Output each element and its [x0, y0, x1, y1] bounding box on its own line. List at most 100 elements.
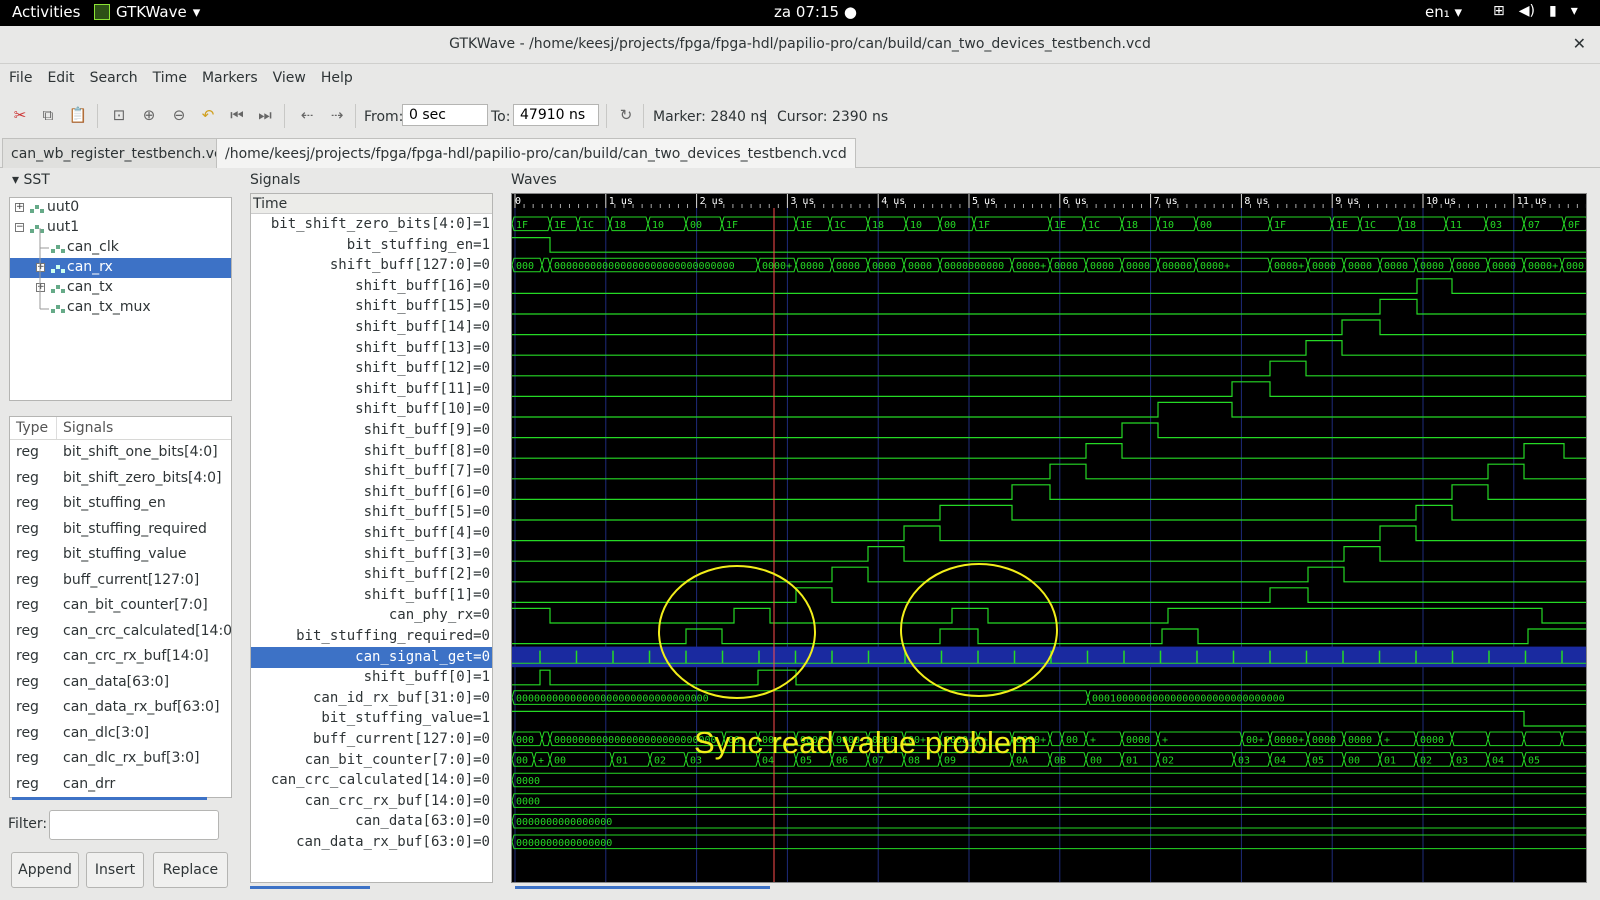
table-header: Type Signals [10, 417, 231, 440]
waveform-canvas[interactable]: 0 1 us 2 us 3 us 4 us 5 us 6 us 7 us 8 us 9 us 10 … [512, 194, 1587, 883]
signal-row[interactable]: shift_buff[5]=0 [363, 504, 490, 521]
table-row[interactable]: reg buff_current[127:0] [10, 568, 231, 593]
menu-file[interactable]: File [9, 70, 33, 86]
insert-button[interactable]: Insert [86, 852, 144, 888]
previous-edge-icon[interactable]: ⇠ [300, 106, 314, 124]
menu-markers[interactable]: Markers [201, 70, 258, 86]
signal-row[interactable]: bit_stuffing_value=1 [321, 710, 490, 727]
reload-icon[interactable]: ↻ [619, 106, 633, 124]
signal-row[interactable]: shift_buff[6]=0 [363, 483, 490, 500]
waves-scrollbar[interactable] [515, 886, 770, 889]
signal-row[interactable]: buff_current[127:0]=0 [312, 731, 490, 747]
signal-row[interactable]: shift_buff[3]=0 [363, 545, 490, 562]
table-row[interactable]: reg bit_stuffing_value [10, 542, 231, 567]
signal-row[interactable]: bit_shift_zero_bits[4:0]=1 [270, 216, 490, 232]
tree-item-uut1[interactable]: − uut1 [10, 218, 231, 238]
signal-row[interactable]: shift_buff[11]=0 [355, 380, 490, 397]
system-menu[interactable]: ⊞ ◀) ▮ ▾ [1493, 3, 1578, 19]
buff-current-wave-value: 0000 [1126, 735, 1150, 746]
tree-item-can-tx-mux[interactable]: can_tx_mux [10, 298, 231, 318]
tree-item-uut0[interactable]: + uut0 [10, 198, 231, 218]
column-header-signals[interactable]: Signals [63, 420, 114, 436]
signal-name: bit_shift_one_bits[4:0] [63, 444, 218, 460]
collapse-icon[interactable]: − [15, 222, 24, 232]
signals-scrollbar[interactable] [250, 886, 370, 889]
zoom-end-icon[interactable]: ⏭ [258, 106, 272, 124]
signal-row[interactable]: can_phy_rx=0 [388, 607, 490, 624]
signal-row[interactable]: bit_stuffing_en=1 [346, 236, 490, 253]
table-row[interactable]: reg can_drr [10, 772, 231, 797]
signal-row[interactable]: shift_buff[10]=0 [355, 401, 490, 418]
sst-header[interactable]: ▾ SST [12, 172, 50, 188]
app-menu[interactable]: GTKWave ▾ [94, 3, 200, 21]
waveform-viewer[interactable]: 0 1 us 2 us 3 us 4 us 5 us 6 us 7 us 8 us 9 us 10 … [511, 193, 1587, 883]
signal-row[interactable]: shift_buff[2]=0 [363, 566, 490, 583]
signal-row[interactable]: can_data[63:0]=0 [355, 813, 490, 830]
table-row[interactable]: reg bit_shift_one_bits[4:0] [10, 440, 231, 465]
table-row[interactable]: reg can_bit_counter[7:0] [10, 593, 231, 618]
table-row[interactable]: reg can_crc_calculated[14:0] [10, 619, 231, 644]
table-row[interactable]: reg can_crc_rx_buf[14:0] [10, 644, 231, 669]
table-row[interactable]: reg bit_stuffing_en [10, 491, 231, 516]
signal-row[interactable]: shift_buff[1]=0 [363, 586, 490, 603]
tree-item-can-clk[interactable]: can_clk [10, 238, 231, 258]
table-row[interactable]: reg bit_shift_zero_bits[4:0] [10, 466, 231, 491]
signal-row[interactable]: shift_buff[8]=0 [363, 442, 490, 459]
menu-search[interactable]: Search [89, 70, 138, 86]
signal-row[interactable]: shift_buff[16]=0 [355, 277, 490, 294]
signal-row[interactable]: shift_buff[9]=0 [363, 422, 490, 438]
signal-row[interactable]: shift_buff[4]=0 [363, 525, 490, 541]
signal-row[interactable]: shift_buff[7]=0 [363, 463, 490, 480]
table-row[interactable]: reg bit_stuffing_required [10, 517, 231, 542]
table-row[interactable]: reg can_data[63:0] [10, 670, 231, 695]
filter-input[interactable] [49, 810, 219, 840]
paste-icon[interactable]: 📋 [68, 106, 88, 124]
tab-can-two-devices[interactable]: /home/keesj/projects/fpga/fpga-hdl/papil… [216, 138, 856, 168]
replace-button[interactable]: Replace [153, 852, 228, 888]
copy-icon[interactable]: ⧉ [42, 106, 54, 124]
zoom-in-icon[interactable]: ⊕ [142, 106, 156, 124]
signal-row[interactable]: shift_buff[13]=0 [355, 339, 490, 356]
shift-buff-0-wave [512, 669, 1586, 686]
zoom-start-icon[interactable]: ⏮ [230, 106, 244, 124]
from-input[interactable] [402, 104, 488, 126]
table-scrollbar[interactable] [12, 797, 207, 800]
signal-row[interactable]: can_signal_get=0 [251, 646, 492, 668]
buff-current-wave-value: 0000 [1312, 735, 1336, 746]
to-input[interactable] [513, 104, 599, 126]
next-edge-icon[interactable]: ⇢ [330, 106, 344, 124]
signal-row[interactable]: can_crc_calculated[14:0]=0 [270, 772, 490, 789]
undo-zoom-icon[interactable]: ↶ [201, 106, 215, 124]
signal-row[interactable]: shift_buff[14]=0 [355, 319, 490, 335]
tab-can-wb-register[interactable]: can_wb_register_testbench.vcd [2, 138, 240, 168]
signal-row[interactable]: can_data_rx_buf[63:0]=0 [296, 834, 490, 850]
menu-edit[interactable]: Edit [47, 70, 75, 86]
menu-view[interactable]: View [272, 70, 306, 86]
signal-row[interactable]: can_id_rx_buf[31:0]=0 [312, 689, 490, 706]
menu-help[interactable]: Help [320, 70, 353, 86]
signal-row[interactable]: shift_buff[12]=0 [355, 360, 490, 377]
expand-icon[interactable]: + [15, 202, 24, 212]
zoom-out-icon[interactable]: ⊖ [172, 106, 186, 124]
table-row[interactable]: reg can_dlc_rx_buf[3:0] [10, 746, 231, 771]
keyboard-layout[interactable]: en₁ ▾ [1425, 3, 1462, 21]
bit-shift-zero-bits-wave-segment [1359, 216, 1401, 232]
table-row[interactable]: reg can_dlc[3:0] [10, 721, 231, 746]
signal-row[interactable]: shift_buff[0]=1 [363, 669, 490, 686]
menu-time[interactable]: Time [152, 70, 187, 86]
table-row[interactable]: reg can_data_rx_buf[63:0] [10, 695, 231, 720]
buff-current-wave-segment [1085, 731, 1123, 747]
signal-row[interactable]: shift_buff[15]=0 [355, 298, 490, 315]
signal-row[interactable]: can_crc_rx_buf[14:0]=0 [304, 792, 490, 809]
clock[interactable]: za 07:15 ● [774, 3, 857, 21]
signal-row[interactable]: bit_stuffing_required=0 [296, 628, 490, 644]
append-button[interactable]: Append [11, 852, 79, 888]
column-header-type[interactable]: Type [16, 420, 49, 436]
activities-button[interactable]: Activities [12, 3, 81, 21]
close-icon[interactable]: ✕ [1572, 34, 1586, 53]
column-divider [56, 417, 57, 439]
signal-row[interactable]: can_bit_counter[7:0]=0 [304, 751, 490, 768]
cut-icon[interactable]: ✂ [13, 106, 27, 124]
zoom-fit-icon[interactable]: ⊡ [112, 106, 126, 124]
signal-row[interactable]: shift_buff[127:0]=0 [329, 257, 490, 274]
